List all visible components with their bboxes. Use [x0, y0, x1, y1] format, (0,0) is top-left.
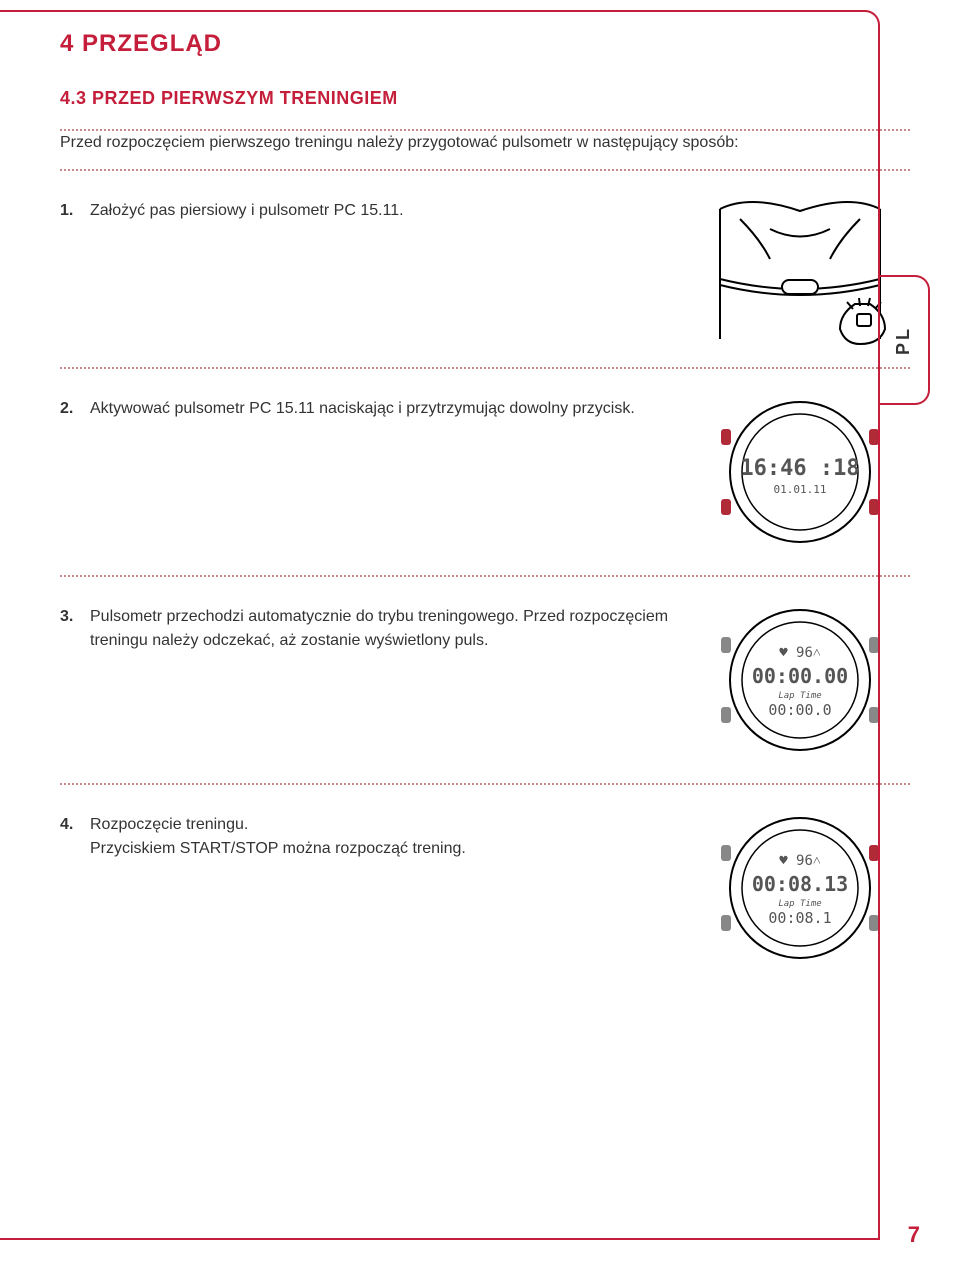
page-number: 7 — [908, 1222, 920, 1248]
language-label: PL — [893, 325, 914, 354]
language-tab: PL — [880, 275, 930, 405]
content-frame — [0, 10, 880, 1240]
